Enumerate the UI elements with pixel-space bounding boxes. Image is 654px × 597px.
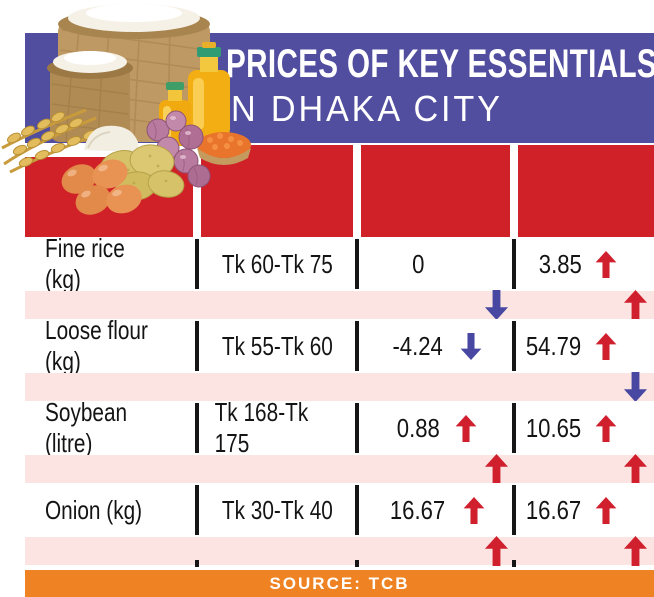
column-divider [512, 403, 516, 453]
trend-arrow-icon [594, 250, 618, 278]
source-bar: SOURCE: TCB [25, 570, 654, 597]
price-range: Tk 30-Tk 40 [221, 494, 333, 525]
trend-arrow-icon [459, 332, 483, 360]
table-row: Fine rice (kg) Tk 60-Tk 75 0 3.85 [0, 233, 654, 294]
header-cell [25, 157, 193, 237]
interleave-band [25, 372, 654, 402]
column-divider [355, 485, 359, 535]
trend-arrow-icon [623, 372, 648, 402]
trend-arrow-icon [623, 454, 648, 484]
column-divider [195, 485, 199, 535]
trend-arrow-icon [594, 332, 618, 360]
change-value: 16.67 [359, 483, 512, 537]
change-value: -4.24 [359, 319, 512, 373]
interleave-band [25, 454, 654, 484]
price-range: Tk 55-Tk 60 [221, 330, 333, 361]
header-cell [201, 145, 353, 237]
table-row: Soybean (litre) Tk 168-Tk 175 0.88 10.65 [0, 397, 654, 458]
table-row: Loose flour (kg) Tk 55-Tk 60 -4.24 54.79 [0, 315, 654, 376]
header-cell [518, 145, 654, 237]
trend-arrow-icon [594, 496, 618, 524]
column-divider [512, 485, 516, 535]
column-divider [195, 403, 199, 453]
item-label: Loose flour (kg) [45, 315, 148, 376]
item-label: Fine rice (kg) [45, 233, 125, 294]
column-divider [195, 239, 199, 289]
source-label: SOURCE: TCB [269, 573, 410, 593]
price-range: Tk 60-Tk 75 [221, 248, 333, 279]
column-divider [355, 403, 359, 453]
column-divider [355, 560, 359, 567]
item-label: Onion (kg) [45, 494, 143, 525]
header-cell [361, 145, 510, 237]
trend-arrow-icon [484, 290, 509, 320]
page-title: PRICES OF KEY ESSENTIALS [226, 42, 654, 86]
column-divider [195, 560, 199, 567]
change-value: 0.88 [359, 401, 512, 455]
trend-arrow-icon [462, 496, 486, 524]
column-divider [512, 321, 516, 371]
table-row: Onion (kg) Tk 30-Tk 40 16.67 16.67 [0, 483, 654, 537]
change-value: 16.67 [516, 483, 654, 537]
trend-arrow-icon [454, 414, 478, 442]
change-value: 54.79 [516, 319, 654, 373]
column-divider [512, 560, 516, 567]
column-divider [355, 239, 359, 289]
column-divider [512, 239, 516, 289]
item-label: Soybean (litre) [45, 397, 128, 458]
change-value: 10.65 [516, 401, 654, 455]
column-divider [195, 321, 199, 371]
trend-arrow-icon [623, 290, 648, 320]
column-divider [355, 321, 359, 371]
change-value: 3.85 [516, 237, 654, 291]
trend-arrow-icon [484, 454, 509, 484]
interleave-band [25, 290, 654, 320]
change-value: 0 [411, 248, 425, 279]
trend-arrow-icon [594, 414, 618, 442]
page-subtitle: N DHAKA CITY [231, 88, 503, 129]
trend-arrow-icon [484, 536, 509, 566]
price-range: Tk 168-Tk 175 [214, 397, 309, 458]
interleave-band [25, 536, 654, 566]
trend-arrow-icon [623, 536, 648, 566]
